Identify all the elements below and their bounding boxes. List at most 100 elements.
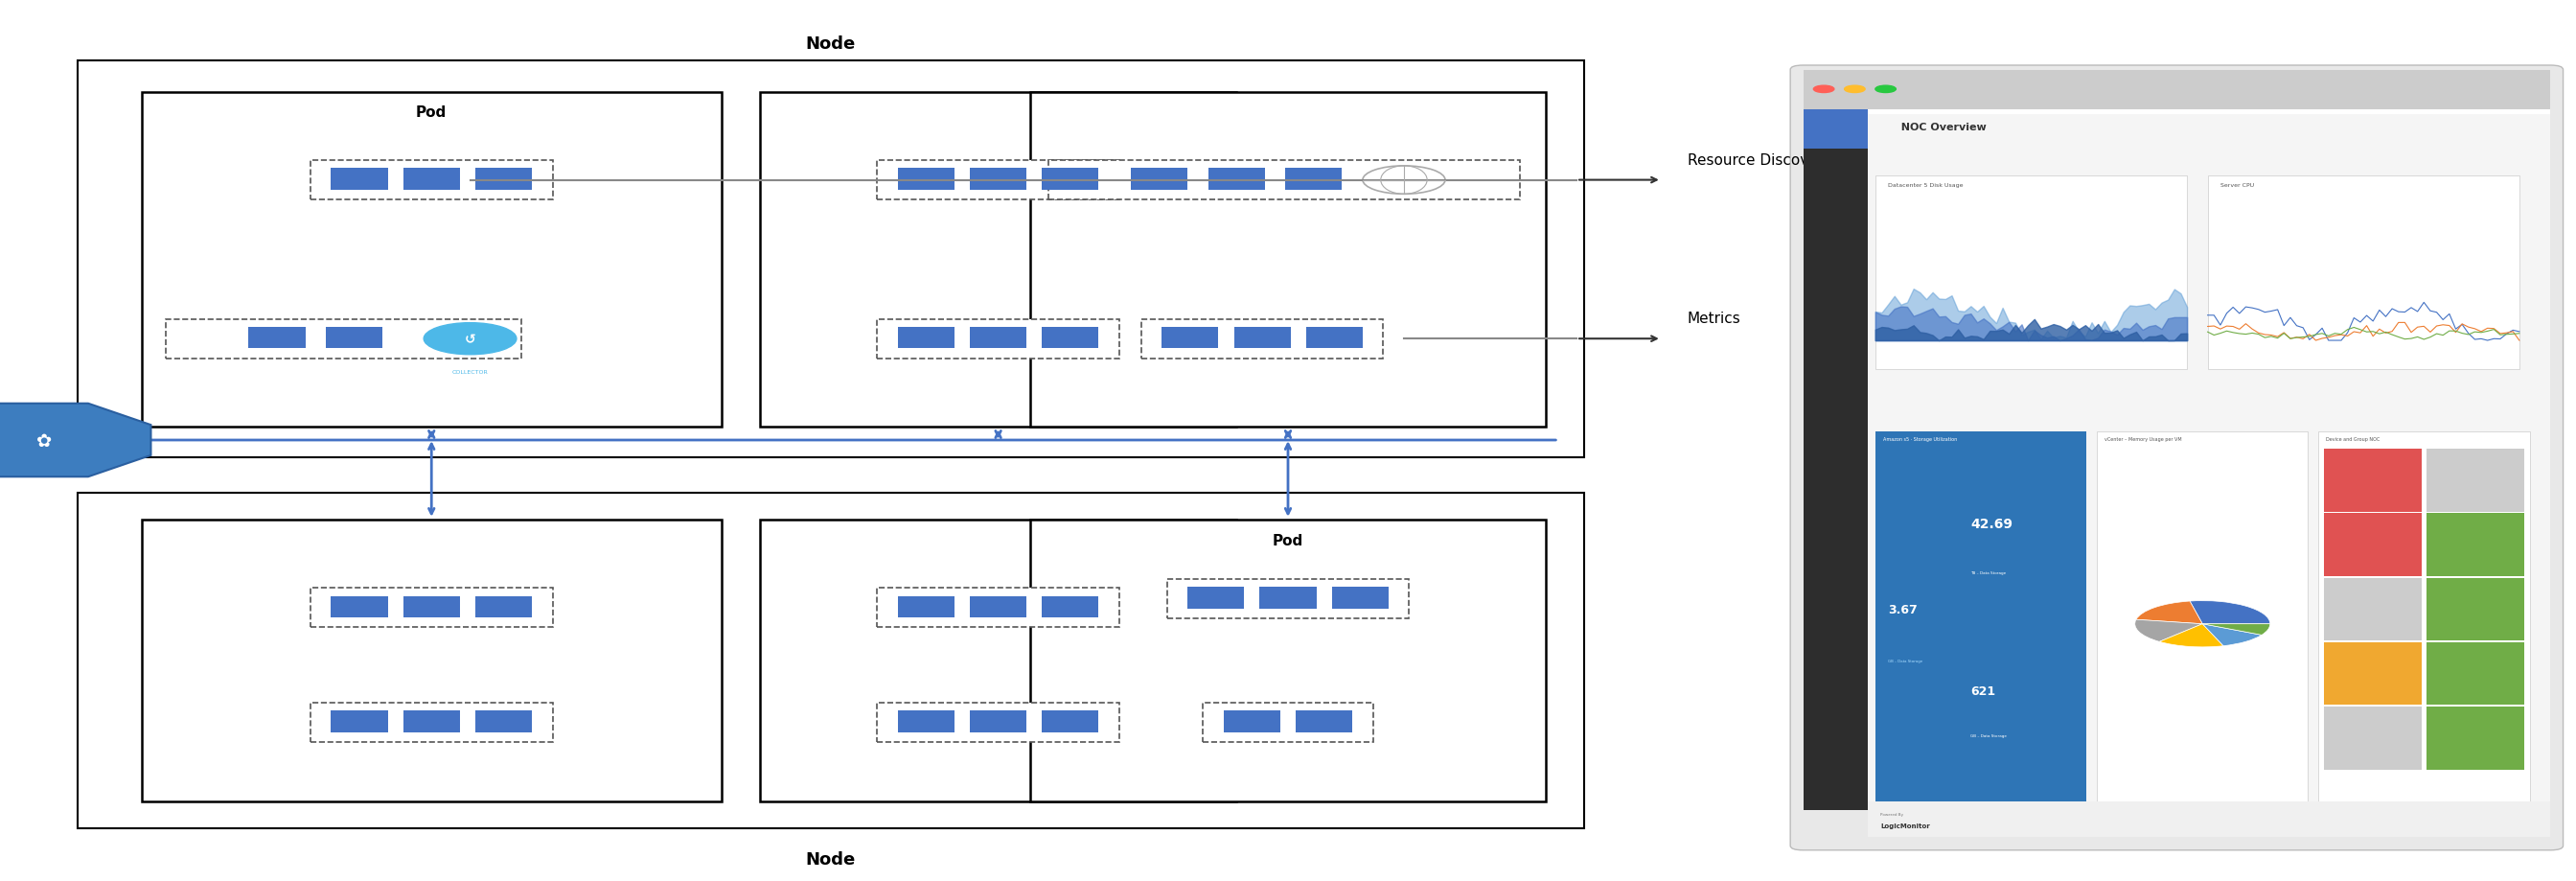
Bar	[2324, 642, 2421, 705]
Text: 42.69: 42.69	[1971, 517, 2012, 531]
Bar	[474, 596, 531, 618]
Bar	[1167, 580, 1409, 618]
Bar	[77, 493, 1584, 828]
Bar	[876, 589, 1118, 627]
Text: NOC Overview: NOC Overview	[1893, 123, 1986, 132]
Bar	[142, 93, 721, 427]
Circle shape	[1875, 86, 1896, 93]
Bar	[1188, 588, 1244, 609]
Bar	[474, 169, 531, 190]
Bar	[896, 711, 953, 732]
Circle shape	[1844, 86, 1865, 93]
Bar	[142, 520, 721, 802]
Bar	[1803, 110, 2550, 150]
Bar	[896, 596, 953, 618]
Wedge shape	[2136, 602, 2202, 624]
Bar	[969, 169, 1025, 190]
Bar	[1030, 93, 1546, 427]
Text: GB – Data Storage: GB – Data Storage	[1888, 659, 1922, 663]
Bar	[2097, 432, 2308, 802]
Text: Node: Node	[806, 850, 855, 868]
Bar	[1224, 711, 1280, 732]
Bar	[1332, 588, 1388, 609]
Text: TB – Data Storage: TB – Data Storage	[1971, 570, 2007, 574]
Bar	[2427, 449, 2524, 512]
Circle shape	[422, 323, 515, 355]
Bar	[2324, 449, 2421, 512]
Bar	[250, 328, 307, 349]
Bar	[1296, 711, 1352, 732]
Bar	[896, 169, 953, 190]
Bar	[330, 711, 386, 732]
Bar	[1041, 596, 1097, 618]
FancyBboxPatch shape	[1790, 66, 2563, 850]
Bar	[165, 320, 520, 359]
Bar	[1041, 169, 1097, 190]
Bar	[896, 328, 953, 349]
Bar	[402, 711, 459, 732]
Bar	[1803, 110, 1868, 150]
Bar	[1803, 70, 2550, 110]
Bar	[402, 169, 459, 190]
Bar	[77, 62, 1584, 458]
Bar	[402, 596, 459, 618]
Bar	[1141, 320, 1383, 359]
Bar	[1306, 328, 1363, 349]
Text: Amazon s5 · Storage Utilization: Amazon s5 · Storage Utilization	[1883, 437, 1958, 441]
Bar	[309, 703, 551, 742]
Text: ↺: ↺	[464, 332, 477, 346]
Text: 3.67: 3.67	[1888, 603, 1917, 616]
Bar	[1868, 115, 2550, 811]
Bar	[2324, 707, 2421, 769]
Bar	[2427, 707, 2524, 769]
Text: LogicMonitor: LogicMonitor	[1880, 823, 1929, 828]
Wedge shape	[2136, 619, 2202, 642]
Text: GB – Data Storage: GB – Data Storage	[1971, 733, 2007, 737]
Bar	[309, 589, 551, 627]
Bar	[1875, 432, 2087, 802]
Bar	[2427, 578, 2524, 640]
Bar	[2318, 432, 2530, 802]
Bar	[330, 169, 386, 190]
Bar	[1803, 115, 1868, 811]
Bar	[1048, 161, 1520, 200]
Bar	[876, 320, 1118, 359]
Bar	[1260, 588, 1316, 609]
Bar	[1875, 176, 2187, 370]
Text: Metrics: Metrics	[1687, 312, 1741, 326]
Bar	[1234, 328, 1291, 349]
Text: Pod: Pod	[1273, 533, 1303, 547]
Bar	[1203, 703, 1373, 742]
Bar	[474, 711, 531, 732]
Circle shape	[1814, 86, 1834, 93]
Bar	[876, 161, 1118, 200]
Bar	[325, 328, 381, 349]
Bar	[969, 328, 1025, 349]
Text: Datacenter 5 Disk Usage: Datacenter 5 Disk Usage	[1888, 183, 1963, 188]
Bar	[1162, 328, 1218, 349]
Text: 621: 621	[1971, 685, 1996, 697]
Text: Device and Group NOC: Device and Group NOC	[2326, 437, 2380, 441]
Bar	[969, 711, 1025, 732]
Text: Powered By: Powered By	[1880, 812, 1904, 816]
Wedge shape	[2190, 601, 2269, 624]
Bar	[1208, 169, 1265, 190]
Bar	[309, 161, 551, 200]
Bar	[1030, 520, 1546, 802]
Bar	[760, 93, 1236, 427]
Text: Node: Node	[806, 35, 855, 53]
Wedge shape	[2202, 624, 2269, 635]
Wedge shape	[2159, 624, 2223, 648]
Bar	[1041, 328, 1097, 349]
Polygon shape	[0, 403, 152, 478]
Text: ✿: ✿	[36, 432, 52, 449]
Bar	[876, 703, 1118, 742]
Bar	[760, 520, 1236, 802]
Text: Resource Discovery: Resource Discovery	[1687, 153, 1832, 167]
Text: Server CPU: Server CPU	[2221, 183, 2254, 188]
Wedge shape	[2202, 624, 2262, 646]
Bar	[2208, 176, 2519, 370]
Bar	[969, 596, 1025, 618]
Bar	[1041, 711, 1097, 732]
Bar	[330, 596, 386, 618]
